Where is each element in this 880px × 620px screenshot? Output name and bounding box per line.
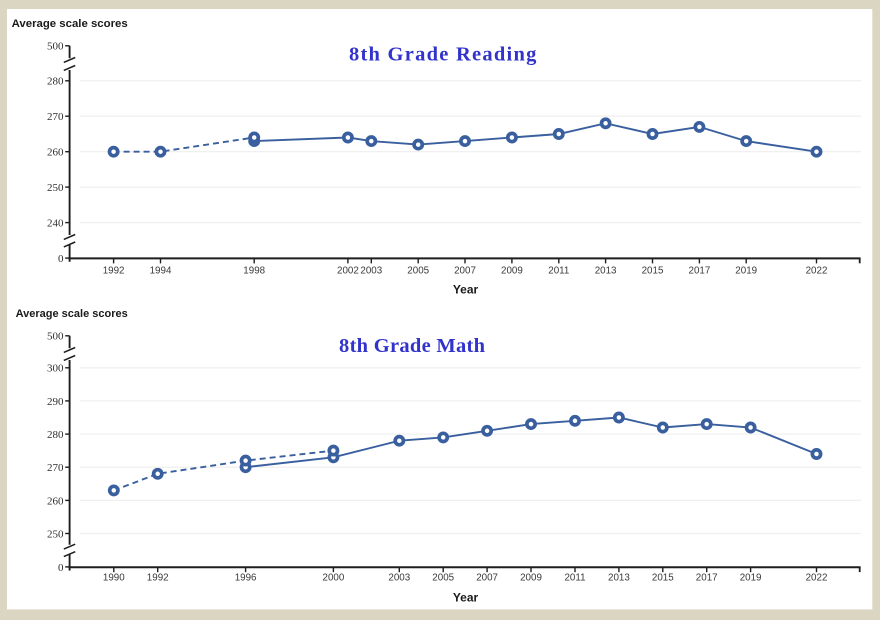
svg-text:2005: 2005 [407,266,429,277]
svg-text:260: 260 [47,495,64,507]
svg-text:1990: 1990 [103,572,125,583]
svg-text:2017: 2017 [696,572,718,583]
svg-text:8th Grade Reading: 8th Grade Reading [349,43,538,65]
svg-text:2011: 2011 [564,572,585,583]
svg-text:1992: 1992 [147,572,169,583]
svg-text:2013: 2013 [595,266,617,277]
svg-text:2009: 2009 [520,572,542,583]
svg-text:300: 300 [47,363,64,375]
svg-text:Year: Year [453,590,479,604]
svg-text:1992: 1992 [103,266,125,277]
svg-text:Average scale scores: Average scale scores [12,18,128,30]
svg-text:500: 500 [47,331,64,343]
svg-text:2019: 2019 [740,572,762,583]
svg-text:250: 250 [47,182,64,194]
svg-text:2007: 2007 [476,572,498,583]
svg-text:280: 280 [47,76,64,88]
svg-text:2019: 2019 [735,266,757,277]
svg-text:270: 270 [47,462,64,474]
svg-text:1996: 1996 [235,572,257,583]
svg-text:270: 270 [47,111,64,123]
svg-text:2002: 2002 [337,266,359,277]
svg-text:2015: 2015 [642,266,664,277]
svg-text:2015: 2015 [652,572,674,583]
svg-text:Average scale scores: Average scale scores [16,308,128,320]
svg-text:2003: 2003 [360,266,382,277]
svg-text:500: 500 [47,41,64,53]
svg-text:0: 0 [58,562,64,574]
svg-text:1994: 1994 [150,266,172,277]
svg-text:1998: 1998 [243,266,265,277]
svg-text:2007: 2007 [454,266,476,277]
svg-text:2011: 2011 [548,266,569,277]
svg-text:0: 0 [58,253,64,265]
svg-text:290: 290 [47,396,64,408]
svg-text:2009: 2009 [501,266,523,277]
svg-text:8th Grade Math: 8th Grade Math [339,335,486,357]
svg-text:250: 250 [47,528,64,540]
svg-text:280: 280 [47,429,64,441]
svg-text:2017: 2017 [689,266,711,277]
svg-text:2022: 2022 [806,572,828,583]
svg-text:2005: 2005 [432,572,454,583]
svg-text:Year: Year [453,283,479,297]
svg-text:260: 260 [47,147,64,159]
svg-text:2003: 2003 [388,572,410,583]
svg-text:240: 240 [47,218,64,230]
svg-text:2000: 2000 [323,572,345,583]
svg-text:2013: 2013 [608,572,630,583]
svg-text:2022: 2022 [806,266,828,277]
